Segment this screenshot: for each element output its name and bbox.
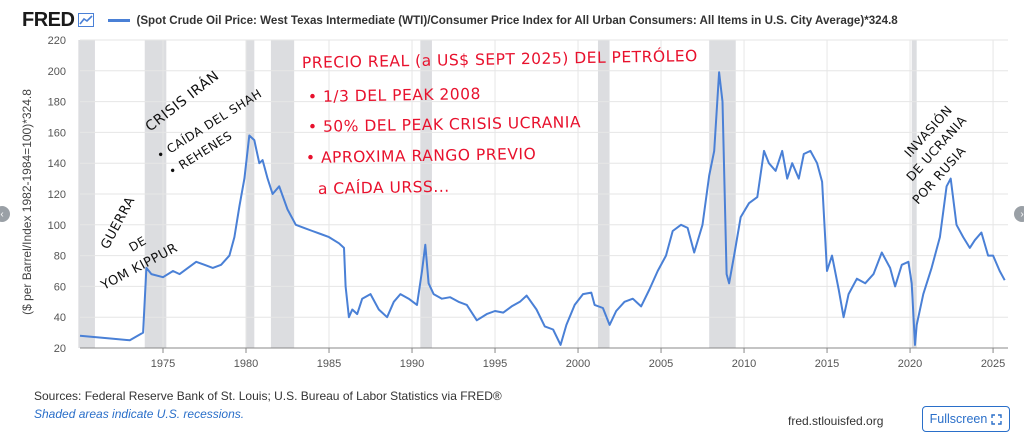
y-tick-label: 120 bbox=[48, 189, 66, 201]
fullscreen-label: Fullscreen bbox=[929, 412, 988, 426]
fred-logo[interactable]: FRED bbox=[22, 8, 75, 31]
x-tick-label: 2010 bbox=[732, 358, 756, 370]
y-tick-label: 200 bbox=[48, 66, 66, 78]
y-tick-label: 140 bbox=[48, 158, 66, 170]
y-tick-label: 20 bbox=[54, 343, 66, 355]
x-tick-label: 2015 bbox=[815, 358, 839, 370]
sources-text: Sources: Federal Reserve Bank of St. Lou… bbox=[34, 389, 502, 403]
x-tick-label: 2020 bbox=[898, 358, 922, 370]
site-url[interactable]: fred.stlouisfed.org bbox=[788, 414, 884, 428]
next-arrow-icon[interactable]: › bbox=[1014, 206, 1024, 222]
x-tick-label: 2000 bbox=[566, 358, 590, 370]
y-tick-label: 80 bbox=[54, 251, 66, 263]
y-tick-label: 160 bbox=[48, 127, 66, 139]
y-tick-label: 180 bbox=[48, 97, 66, 109]
red-annotation-line: a CAÍDA URSS... bbox=[318, 177, 450, 198]
red-annotation-line: • 50% DEL PEAK CRISIS UCRANIA bbox=[308, 113, 581, 136]
x-tick-label: 2005 bbox=[649, 358, 673, 370]
recession-note: Shaded areas indicate U.S. recessions. bbox=[34, 407, 245, 421]
prev-arrow-icon[interactable]: ‹ bbox=[0, 206, 10, 222]
fullscreen-button[interactable]: Fullscreen bbox=[922, 406, 1010, 432]
x-tick-label: 1990 bbox=[400, 358, 424, 370]
y-tick-label: 220 bbox=[48, 35, 66, 47]
x-tick-label: 1980 bbox=[234, 358, 258, 370]
y-tick-label: 60 bbox=[54, 281, 66, 293]
x-tick-label: 1995 bbox=[483, 358, 507, 370]
chart-header: FRED (Spot Crude Oil Price: West Texas I… bbox=[22, 8, 898, 31]
expand-icon bbox=[991, 413, 1003, 425]
y-tick-label: 40 bbox=[54, 312, 66, 324]
y-tick-label: 100 bbox=[48, 220, 66, 232]
red-annotation-line: • APROXIMA RANGO PREVIO bbox=[306, 145, 537, 167]
red-annotation-line: PRECIO REAL (a US$ SEPT 2025) DEL PETRÓL… bbox=[302, 46, 698, 72]
chart-card: FRED (Spot Crude Oil Price: West Texas I… bbox=[10, 0, 1014, 440]
x-tick-label: 1975 bbox=[151, 358, 175, 370]
x-tick-label: 1985 bbox=[317, 358, 341, 370]
x-tick-label: 2025 bbox=[981, 358, 1005, 370]
legend-swatch bbox=[108, 18, 131, 22]
series-title: (Spot Crude Oil Price: West Texas Interm… bbox=[136, 13, 898, 27]
series-line bbox=[79, 71, 1006, 346]
red-annotation-line: • 1/3 DEL PEAK 2008 bbox=[308, 85, 481, 106]
chart-trend-icon bbox=[78, 13, 95, 27]
